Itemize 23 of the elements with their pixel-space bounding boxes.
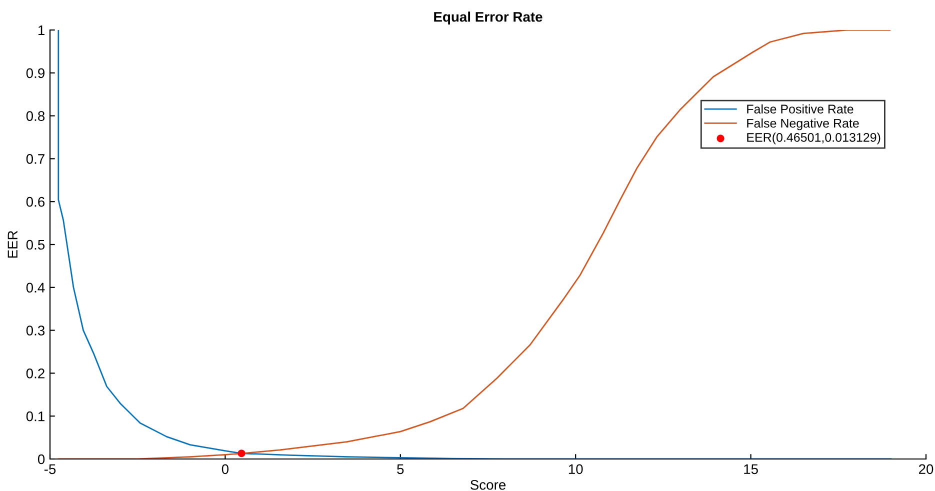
y-tick-label: 0.7 xyxy=(26,154,44,164)
y-tick-label: 0.3 xyxy=(26,326,45,336)
x-tick-label: 0 xyxy=(222,464,229,474)
y-tick-label: 0 xyxy=(38,454,45,464)
y-tick-label: 0.2 xyxy=(26,368,44,378)
x-tick-label: 15 xyxy=(744,464,758,474)
legend-label: False Positive Rate xyxy=(747,104,854,114)
y-axis-title: EER xyxy=(8,230,18,258)
y-tick-label: 0.9 xyxy=(26,68,44,78)
x-tick-label: 5 xyxy=(397,464,404,474)
y-tick-label: 0.6 xyxy=(26,196,45,207)
legend-label: EER(0.46501,0.013129) xyxy=(747,132,880,144)
chart-title: Equal Error Rate xyxy=(434,12,542,25)
x-tick-label: 10 xyxy=(568,464,583,474)
y-tick-label: 0.1 xyxy=(26,411,44,422)
legend-label: False Negative Rate xyxy=(747,118,859,130)
x-tick-label: -5 xyxy=(44,464,56,474)
x-axis-title: Score xyxy=(470,480,506,490)
x-tick-label: 20 xyxy=(918,464,934,474)
y-tick-label: 1 xyxy=(38,25,44,36)
y-tick-label: 0.8 xyxy=(26,111,45,121)
y-tick-label: 0.5 xyxy=(26,240,45,250)
y-tick-label: 0.4 xyxy=(26,282,45,293)
